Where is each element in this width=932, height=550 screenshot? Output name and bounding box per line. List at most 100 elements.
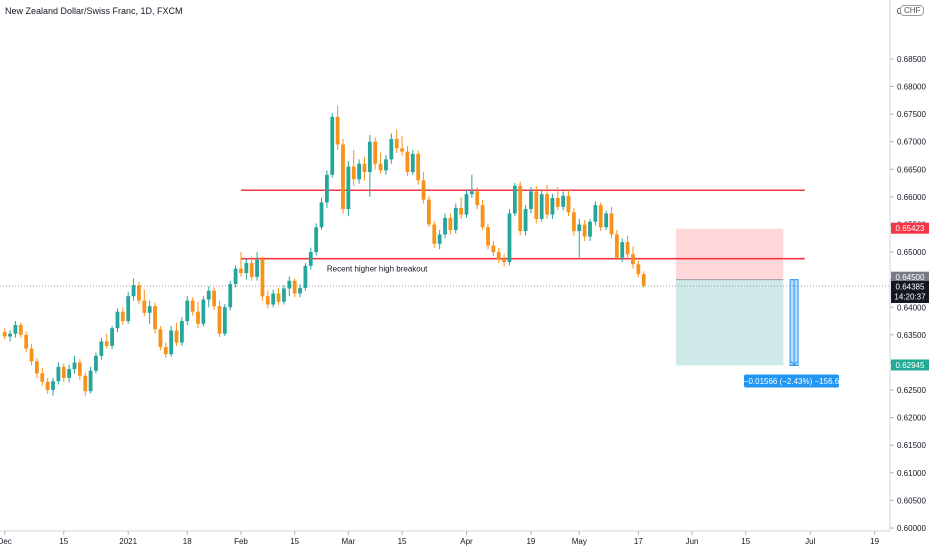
candle-body (255, 259, 259, 277)
candle (625, 235, 630, 258)
candle (303, 263, 308, 291)
candle (255, 252, 259, 281)
candle (437, 229, 442, 250)
target-label: 0.62945 (896, 361, 925, 370)
candle (265, 290, 270, 309)
candle-body (598, 205, 603, 228)
candle (104, 333, 109, 349)
candle-body (131, 285, 136, 297)
candle-body (566, 195, 571, 213)
candle-body (244, 263, 249, 274)
candle-body (427, 199, 431, 225)
candle (609, 206, 614, 239)
candle (373, 137, 378, 170)
candle (507, 209, 512, 266)
candle (432, 221, 437, 248)
candle (534, 185, 539, 224)
candle-body (512, 185, 517, 214)
candle (598, 202, 603, 232)
candle (464, 190, 469, 218)
candle-body (201, 299, 206, 324)
candle (523, 205, 528, 236)
candle (577, 218, 582, 258)
candle-body (260, 259, 265, 297)
candle-body (239, 268, 243, 274)
candle (35, 358, 39, 378)
candle-body (217, 306, 222, 334)
time-axis[interactable]: Dec 15 2021 18 Feb 15 Mar 15 Apr 19 May 17 Jun 15 Jul 1… (0, 530, 890, 546)
candle (459, 196, 464, 219)
candle (190, 297, 195, 316)
candle (94, 352, 98, 374)
candle (239, 252, 243, 277)
currency-badge[interactable]: CHF (900, 5, 925, 16)
last-price-label: 0.64385 (896, 283, 925, 292)
candle (502, 254, 506, 267)
candle-body (416, 153, 421, 181)
stop-loss-zone (675, 228, 784, 280)
candle-body (314, 227, 319, 253)
candle-body (523, 209, 528, 232)
chart-title: New Zealand Dollar/Swiss Franc, 1D, FXCM (5, 6, 183, 16)
candle (378, 152, 383, 174)
measure-label-bg (744, 374, 839, 388)
candle-body (464, 194, 469, 215)
candle (400, 136, 404, 156)
price-tick-label: 0.67500 (897, 110, 926, 119)
candle-body (545, 194, 549, 215)
candle (421, 172, 426, 204)
position-zones: −0.01566 (−2.43%) −156.6 (675, 228, 840, 388)
candle-body (636, 264, 641, 275)
candle-body (282, 288, 286, 302)
candle (389, 133, 394, 164)
candle-body (625, 242, 630, 255)
candle (394, 129, 399, 153)
candle (8, 330, 12, 342)
candle-body (486, 227, 490, 246)
candle-body (496, 252, 501, 260)
time-tick-label: Jun (686, 537, 699, 546)
candle-body (614, 234, 619, 258)
take-profit-zone (675, 279, 784, 366)
candle (555, 186, 560, 211)
candle (72, 355, 77, 374)
price-tick-label: 0.66500 (897, 165, 926, 174)
price-axis[interactable]: 0.68500 0.68000 0.67500 0.67000 0.66500 0.660… (889, 0, 926, 533)
candle (83, 372, 88, 396)
candle-body (18, 324, 23, 335)
candle-body (45, 381, 50, 391)
candle-body (287, 280, 292, 289)
candle (416, 150, 421, 185)
candle-body (378, 163, 383, 171)
candle-body (555, 197, 560, 207)
candle (222, 303, 227, 336)
candle-body (185, 300, 190, 322)
candle-body (324, 174, 329, 203)
candle (427, 195, 431, 228)
candle-body (459, 207, 464, 215)
candle (582, 220, 587, 242)
candle-body (8, 333, 12, 337)
candle-body (303, 265, 308, 288)
candle (341, 138, 345, 214)
candle (572, 207, 576, 236)
candle (206, 286, 211, 308)
candle-body (72, 362, 77, 370)
candle-body (507, 213, 512, 262)
candle (228, 280, 233, 311)
candle (335, 105, 340, 150)
candle (453, 203, 458, 234)
measure-arrow-head (790, 361, 798, 367)
candle (282, 285, 286, 305)
candle (115, 308, 120, 333)
candle (233, 265, 238, 288)
candle (545, 184, 549, 219)
time-tick-label: 19 (526, 537, 535, 546)
price-tick-label: 0.60500 (897, 496, 926, 505)
candle (276, 287, 281, 306)
candles (2, 105, 646, 396)
candle-body (475, 191, 480, 206)
candle-body (502, 259, 506, 262)
